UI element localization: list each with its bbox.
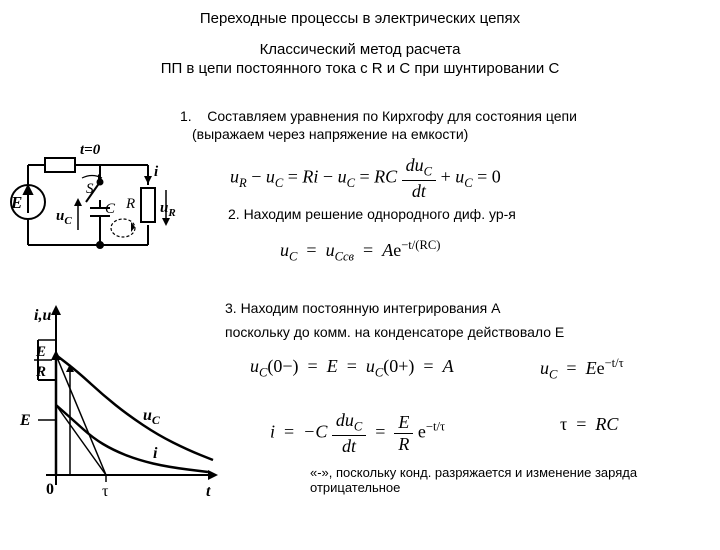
- eq1-uC: u: [266, 166, 275, 186]
- eq3b-u: u: [540, 358, 549, 378]
- circuit-label-E: E: [10, 193, 22, 212]
- eq1-uC2-sub: C: [347, 176, 355, 190]
- subtitle-line1: Классический метод расчета: [0, 41, 720, 58]
- eq2-uCsv: u: [326, 240, 335, 260]
- eq3c-den: dt: [332, 436, 366, 457]
- graph-label-i: i: [153, 445, 158, 462]
- circuit-label-uR: uR: [160, 200, 176, 219]
- equation-3a: uC(0−) = E = uC(0+) = A: [250, 356, 454, 381]
- eq2-exp: −t/(RC): [401, 238, 440, 252]
- equation-1: uR − uC = Ri − uC = RC duCdt + uC = 0: [230, 155, 501, 202]
- eq3a-C2: C: [375, 366, 383, 380]
- eq3b-e: e: [597, 358, 605, 378]
- circuit-label-i: i: [154, 164, 159, 180]
- graph-label-t: t: [206, 483, 211, 500]
- eq1-uC3-sub: C: [464, 176, 472, 190]
- footnote: «-», поскольку конд. разряжается и измен…: [310, 465, 660, 495]
- eq3a-E: E: [327, 356, 338, 376]
- eq1-uR: u: [230, 166, 239, 186]
- eq1-uC2: u: [338, 166, 347, 186]
- eq2-C: C: [289, 250, 297, 264]
- circuit-label-R: R: [125, 196, 135, 212]
- eq1-uR-sub: R: [239, 176, 247, 190]
- eq2-Csv: Cсв: [335, 250, 354, 264]
- circuit-label-S: S: [86, 181, 94, 197]
- eq2-e: e: [393, 240, 401, 260]
- eq3a-0m: (0−): [267, 356, 298, 376]
- step-1-sub: (выражаем через напряжение на емкости): [192, 126, 468, 142]
- graph-label-tau: τ: [102, 483, 109, 500]
- eq2-uC: u: [280, 240, 289, 260]
- eq2-A: A: [382, 240, 393, 260]
- eq1-eq2: =: [359, 166, 374, 186]
- eq1-uC-sub: C: [275, 176, 283, 190]
- step-2: 2. Находим решение однородного диф. ур-я: [228, 206, 516, 222]
- graph-label-E: E: [19, 412, 31, 429]
- eq3c-E: E: [394, 412, 413, 434]
- eq3b-C: C: [549, 368, 557, 382]
- eq3a-u: u: [250, 356, 259, 376]
- eq1-minus2: −: [323, 166, 338, 186]
- eq1-plus: +: [441, 166, 456, 186]
- eq1-RC: RC: [374, 166, 397, 186]
- eq1-num-sub: C: [424, 165, 432, 179]
- equation-2: uC = uCсв = Ae−t/(RC): [280, 238, 440, 265]
- circuit-label-uC: uC: [56, 208, 72, 227]
- eq3d-tau: τ: [560, 414, 567, 434]
- step-1-number: 1.: [180, 108, 192, 124]
- eq3d-RC: RC: [595, 414, 618, 434]
- eq3c-i: i: [270, 421, 275, 441]
- step-1: 1. Составляем уравнения по Кирхгофу для …: [180, 108, 700, 124]
- eq1-den: dt: [402, 181, 436, 202]
- graph-label-yaxis: i,u: [34, 307, 51, 324]
- eq1-zero: = 0: [477, 166, 501, 186]
- eq1-uC3: u: [455, 166, 464, 186]
- equation-3c: i = −C duCdt = ER e−t/τ: [270, 410, 445, 457]
- circuit-diagram: E t=0 S uC C R uR i: [8, 140, 178, 265]
- eq1-Ri: Ri: [302, 166, 318, 186]
- eq1-num: du: [406, 155, 424, 175]
- circuit-label-C: C: [105, 201, 116, 217]
- eq3a-u2: u: [366, 356, 375, 376]
- eq1-eq1: =: [288, 166, 303, 186]
- graph-label-ER-num: E: [35, 344, 46, 360]
- graph-label-ER-den: R: [35, 364, 46, 380]
- equation-3d: τ = RC: [560, 414, 618, 435]
- equation-3b: uC = Ee−t/τ: [540, 356, 624, 383]
- subtitle-line2: ПП в цепи постоянного тока с R и C при ш…: [0, 60, 720, 77]
- circuit-label-t0: t=0: [80, 142, 101, 158]
- eq3c-exp: −t/τ: [426, 419, 445, 433]
- eq3a-0p: (0+): [383, 356, 414, 376]
- eq3c-R: R: [394, 434, 413, 455]
- eq3c-num-sub: C: [354, 420, 362, 434]
- graph-label-uC: uC: [143, 407, 161, 427]
- eq3a-A: A: [443, 356, 454, 376]
- eq1-minus: −: [251, 166, 266, 186]
- step-1-text: Составляем уравнения по Кирхгофу для сос…: [207, 108, 577, 124]
- page-title: Переходные процессы в электрических цепя…: [0, 10, 720, 27]
- eq3c-num: du: [336, 410, 354, 430]
- step-3: 3. Находим постоянную интегрирования А: [225, 300, 500, 316]
- eq3b-E: E: [586, 358, 597, 378]
- graph-label-origin: 0: [46, 481, 54, 498]
- decay-graph: i,u E E R 0 τ t uC i: [8, 300, 223, 510]
- step-3b: поскольку до комм. на конденсаторе дейст…: [225, 324, 564, 340]
- eq3c-e: e: [418, 421, 426, 441]
- eq3b-exp: −t/τ: [605, 356, 624, 370]
- eq3c-mC: −C: [303, 421, 327, 441]
